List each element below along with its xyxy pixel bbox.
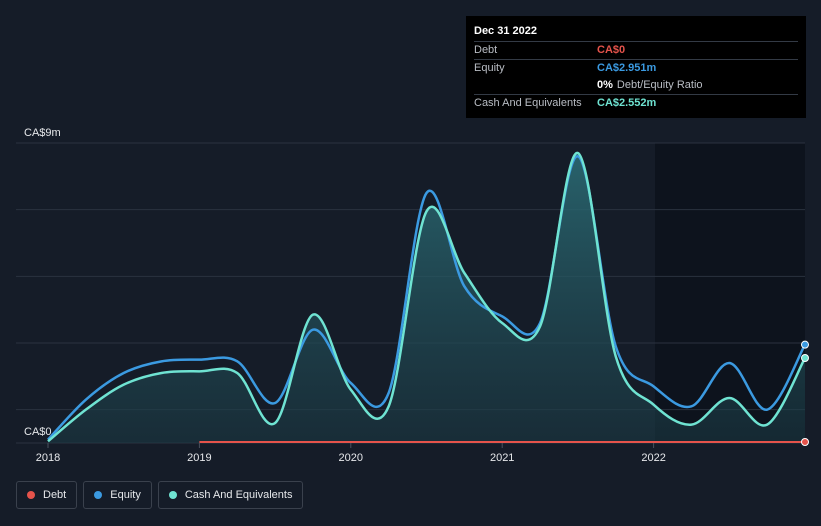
tooltip-cash-label: Cash And Equivalents [474,97,582,109]
tooltip-ratio-value: 0% [597,79,613,91]
legend-label-cash: Cash And Equivalents [184,489,293,501]
legend-dot-equity [94,491,103,499]
legend-label-debt: Debt [43,489,67,501]
legend-dot-cash [168,491,177,499]
tooltip-equity-label: Equity [474,62,505,74]
legend-item-cash[interactable]: Cash And Equivalents [157,481,304,509]
x-tick-label: 2019 [187,452,211,464]
tooltip-ratio-extra: Debt/Equity Ratio [616,79,703,91]
legend-dot-debt [27,491,35,499]
x-axis-ticks: 2018 2019 2020 2021 2022 [36,443,666,464]
tooltip-date: Dec 31 2022 [474,25,537,37]
equity-end-marker [801,340,809,349]
tooltip-row-debt: Debt CA$0 [474,41,798,59]
tooltip-debt-label: Debt [474,44,498,56]
debt-end-marker [801,438,809,446]
tooltip-equity-value: CA$2.951m [597,62,657,74]
y-axis-bottom-label: CA$0 [24,426,52,438]
tooltip-row-ratio: 0% Debt/Equity Ratio [474,77,798,94]
tooltip-panel: Dec 31 2022 Debt CA$0 Equity CA$2.951m 0… [466,16,806,118]
plot-highlight-region [655,143,805,443]
chart-legend: Debt Equity Cash And Equivalents [16,481,304,509]
legend-label-equity: Equity [110,489,141,501]
x-tick-label: 2021 [490,452,514,464]
tooltip-debt-value: CA$0 [597,44,626,56]
tooltip-row-cash: Cash And Equivalents CA$2.552m [474,94,798,112]
cash-series-line [47,151,807,443]
legend-item-equity[interactable]: Equity [83,481,152,509]
x-tick-label: 2020 [339,452,363,464]
y-axis-top-label: CA$9m [24,127,61,139]
equity-series-line [47,155,807,441]
tooltip-row-equity: Equity CA$2.951m [474,59,798,77]
cash-end-marker [801,354,809,362]
cash-area-fill [48,152,805,443]
tooltip-cash-value: CA$2.552m [597,97,657,109]
x-tick-label: 2018 [36,452,60,464]
tooltip-ratio-label [474,77,597,94]
x-tick-label: 2022 [641,452,665,464]
legend-item-debt[interactable]: Debt [16,481,78,509]
